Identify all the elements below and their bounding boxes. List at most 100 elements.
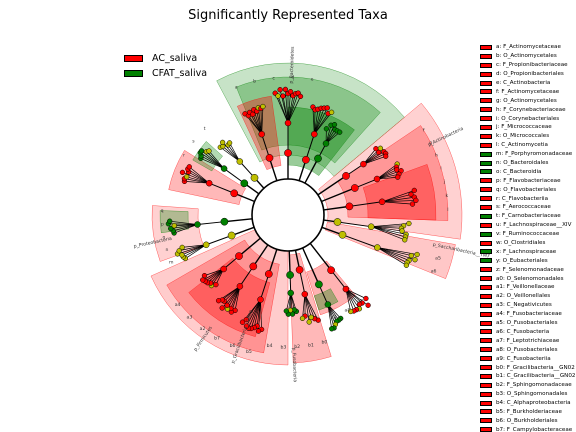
taxa-legend-swatch bbox=[480, 107, 492, 113]
taxa-legend-row: a3: C_Negativicutes bbox=[480, 301, 576, 310]
marker-label-b2: b2 bbox=[294, 344, 300, 350]
taxa-legend-swatch bbox=[480, 71, 492, 77]
taxa-legend-label: a7: F_Leptotrichiaceae bbox=[496, 337, 560, 344]
taxon-node-51 bbox=[406, 220, 412, 227]
order-node-9 bbox=[342, 285, 350, 293]
taxa-legend-label: r: C_Flavobacteriia bbox=[496, 195, 549, 202]
taxa-legend-row: a5: O_Fusobacteriales bbox=[480, 319, 576, 328]
taxa-legend-label: k: O_Micrococcales bbox=[496, 133, 550, 140]
taxa-legend-row: a4: F_Fusobacteriaceae bbox=[480, 310, 576, 319]
taxa-legend-swatch bbox=[480, 62, 492, 68]
taxon-node-15 bbox=[287, 89, 294, 95]
taxa-legend-label: b5: F_Burkholderiaceae bbox=[496, 408, 562, 415]
taxon-node-57 bbox=[402, 237, 408, 243]
marker-label-b7: b7 bbox=[214, 336, 220, 342]
taxon-node-120 bbox=[179, 244, 185, 251]
clade-node-10 bbox=[315, 280, 323, 289]
taxa-legend-row: b5: F_Burkholderiaceae bbox=[480, 408, 576, 417]
group-legend: AC_saliva CFAT_saliva bbox=[124, 51, 207, 81]
marker-label-c: c bbox=[272, 76, 275, 81]
taxa-legend-row: v: F_Ruminococcaceae bbox=[480, 230, 576, 239]
taxa-legend-label: c: F_Propionibacteriaceae bbox=[496, 62, 568, 69]
taxa-legend-row: l: C_Actinomycetia bbox=[480, 141, 576, 150]
taxa-legend-row: s: F_Aerococcaceae bbox=[480, 203, 576, 212]
taxa-legend-label: i: O_Corynebacteriales bbox=[496, 115, 560, 122]
taxon-node-113 bbox=[200, 277, 206, 283]
taxon-node-104 bbox=[219, 305, 225, 311]
taxa-legend-swatch bbox=[480, 187, 492, 193]
taxon-node-71 bbox=[348, 308, 354, 315]
taxon-node-144 bbox=[226, 140, 233, 146]
taxa-legend-label: y: O_Eubacteriales bbox=[496, 257, 548, 264]
taxon-node-39 bbox=[383, 153, 389, 159]
clade-node-14 bbox=[249, 262, 258, 271]
taxa-legend-swatch bbox=[480, 169, 492, 175]
taxa-legend-swatch bbox=[480, 160, 492, 166]
taxa-legend-row: a: F_Actinomycetaceae bbox=[480, 43, 576, 52]
taxon-node-98 bbox=[239, 319, 246, 325]
clade-sector-5 bbox=[337, 125, 449, 221]
taxa-legend-row: n: O_Bacteroidales bbox=[480, 159, 576, 168]
taxa-legend-row: y: O_Eubacteriales bbox=[480, 256, 576, 265]
taxon-node-59 bbox=[408, 252, 414, 259]
taxa-legend-label: a8: O_Fusobacteriales bbox=[496, 346, 558, 353]
taxa-legend-swatch bbox=[480, 356, 492, 362]
taxa-legend-row: a2: O_Veillonellales bbox=[480, 292, 576, 301]
taxon-node-119 bbox=[176, 248, 182, 254]
marker-label-j: j bbox=[443, 179, 445, 185]
marker-label-b6: b6 bbox=[230, 343, 236, 349]
taxon-node-30 bbox=[331, 121, 338, 128]
taxon-node-13 bbox=[282, 86, 289, 93]
clade-node-13 bbox=[264, 270, 273, 278]
marker-label-h: h bbox=[435, 153, 438, 159]
taxa-legend-row: b4: C_Alphaproteobacteria bbox=[480, 399, 576, 408]
taxon-node-45 bbox=[395, 174, 401, 180]
order-node-12 bbox=[287, 289, 294, 297]
marker-label-a3: a3 bbox=[187, 315, 193, 321]
marker-label-b4: b4 bbox=[267, 343, 273, 349]
order-node-17 bbox=[194, 221, 201, 228]
taxa-legend-swatch bbox=[480, 213, 492, 219]
marker-label-r: r bbox=[183, 153, 185, 159]
taxon-node-10 bbox=[275, 93, 281, 99]
marker-label-s: s bbox=[192, 140, 195, 145]
taxa-legend-swatch bbox=[480, 391, 492, 397]
order-node-4 bbox=[360, 160, 367, 168]
taxa-legend-swatch bbox=[480, 142, 492, 148]
taxon-node-33 bbox=[337, 129, 343, 135]
taxa-legend-row: a7: F_Leptotrichiaceae bbox=[480, 336, 576, 345]
clade-node-0 bbox=[265, 154, 274, 162]
taxon-node-80 bbox=[308, 314, 314, 320]
taxon-node-47 bbox=[408, 191, 414, 198]
order-node-18 bbox=[205, 179, 213, 187]
taxa-legend-row: b: O_Actinomycetales bbox=[480, 52, 576, 61]
taxon-node-11 bbox=[277, 87, 283, 93]
taxon-node-97 bbox=[243, 316, 249, 323]
taxa-legend-swatch bbox=[480, 418, 492, 424]
clade-node-5 bbox=[350, 184, 359, 192]
taxon-node-91 bbox=[255, 328, 262, 334]
legend-label-cfat-saliva: CFAT_saliva bbox=[152, 68, 208, 79]
clade-node-17 bbox=[220, 217, 229, 226]
taxa-legend-row: b6: O_Burkholderiales bbox=[480, 416, 576, 425]
taxa-legend-row: m: F_Porphyromonadaceae bbox=[480, 150, 576, 159]
taxa-legend-swatch bbox=[480, 329, 492, 335]
taxa-legend-swatch bbox=[480, 80, 492, 86]
clade-sector-13 bbox=[188, 257, 271, 338]
taxa-legend-label: g: O_Actinomycetales bbox=[496, 97, 557, 104]
order-node-3 bbox=[322, 140, 330, 147]
taxa-legend-row: e: C_Actinobacteria bbox=[480, 79, 576, 88]
taxon-node-65 bbox=[365, 302, 371, 308]
taxa-legend-row: x: F_Lachnospiraceae bbox=[480, 247, 576, 256]
legend-label-ac-saliva: AC_saliva bbox=[152, 53, 198, 64]
marker-label-a4: a4 bbox=[175, 302, 181, 308]
taxa-legend-swatch bbox=[480, 311, 492, 317]
clade-node-8 bbox=[338, 230, 347, 239]
order-node-14 bbox=[236, 283, 244, 290]
clade-label-3: p_Fusobacteria bbox=[291, 347, 298, 382]
clade-label-0: p_Bacteroidetes bbox=[289, 46, 296, 84]
taxon-node-142 bbox=[219, 139, 226, 146]
taxa-legend-label: a2: O_Veillonellales bbox=[496, 293, 551, 300]
taxa-legend-swatch bbox=[480, 293, 492, 299]
